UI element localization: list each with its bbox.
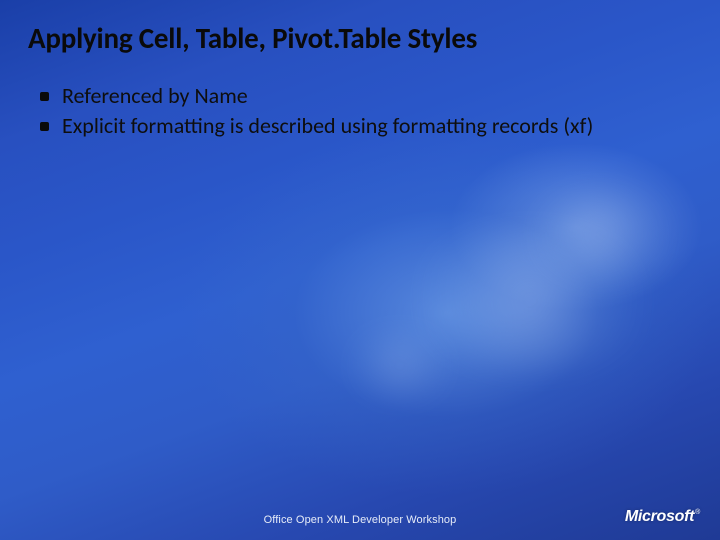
slide: Applying Cell, Table, Pivot.Table Styles… <box>0 0 720 540</box>
footer-text: Office Open XML Developer Workshop <box>0 514 720 526</box>
background-glow <box>520 190 680 280</box>
slide-title: Applying Cell, Table, Pivot.Table Styles <box>28 20 477 56</box>
bullet-item: Referenced by Name <box>40 82 690 110</box>
background-glow <box>340 330 460 400</box>
trademark-symbol: ® <box>695 509 700 516</box>
bullet-item: Explicit formatting is described using f… <box>40 112 690 140</box>
microsoft-logo: Microsoft® <box>625 508 700 526</box>
logo-wordmark: Microsoft <box>625 508 694 525</box>
bullet-list: Referenced by Name Explicit formatting i… <box>40 82 690 142</box>
